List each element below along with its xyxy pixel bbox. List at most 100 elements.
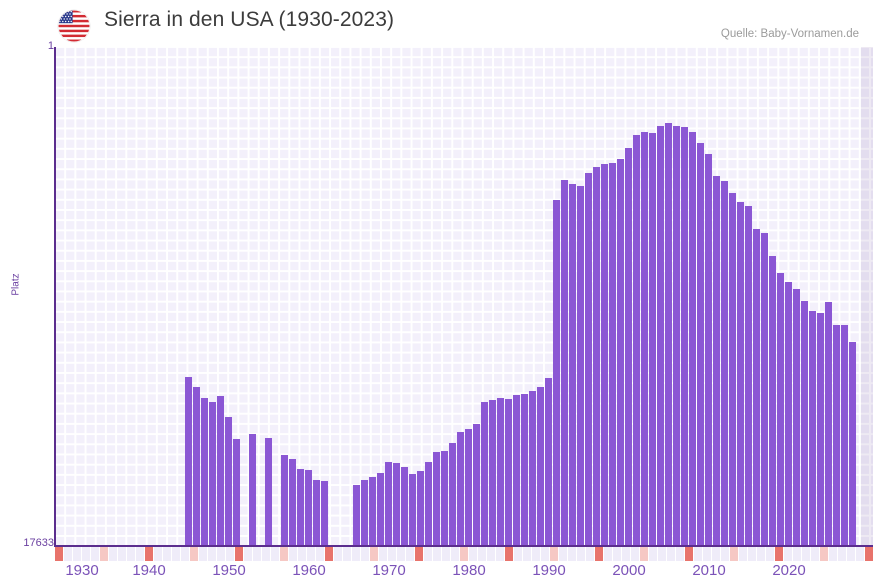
x-tick-swatch-13: [172, 547, 180, 561]
bar-1975[interactable]: [481, 402, 488, 545]
x-tick-swatch-90: [865, 547, 873, 561]
x-tick-swatch-88: [847, 547, 855, 561]
bar-2002[interactable]: [697, 143, 704, 545]
bar-1972[interactable]: [457, 432, 464, 545]
bar-2014[interactable]: [793, 289, 800, 545]
x-tick-swatch-47: [478, 547, 486, 561]
bar-1982[interactable]: [537, 387, 544, 545]
bar-1994[interactable]: [633, 135, 640, 545]
bar-2004[interactable]: [713, 176, 720, 545]
bar-1944[interactable]: [233, 439, 240, 545]
bar-2006[interactable]: [729, 193, 736, 545]
bar-1983[interactable]: [545, 378, 552, 545]
source-attribution: Quelle: Baby-Vornamen.de: [720, 28, 859, 40]
bar-1938[interactable]: [185, 377, 192, 545]
x-tick-swatch-52: [523, 547, 531, 561]
bar-1971[interactable]: [449, 443, 456, 545]
bar-2003[interactable]: [705, 154, 712, 545]
bar-2000[interactable]: [681, 127, 688, 545]
bar-2013[interactable]: [785, 282, 792, 545]
bar-1965[interactable]: [401, 467, 408, 545]
bar-1969[interactable]: [433, 452, 440, 545]
bar-1999[interactable]: [673, 126, 680, 545]
bar-2007[interactable]: [737, 202, 744, 545]
bar-1986[interactable]: [569, 184, 576, 545]
bar-2021[interactable]: [849, 342, 856, 545]
bar-1968[interactable]: [425, 462, 432, 545]
bar-1996[interactable]: [649, 133, 656, 545]
bar-1966[interactable]: [409, 474, 416, 545]
bar-1948[interactable]: [265, 438, 272, 545]
x-tick-swatch-63: [622, 547, 630, 561]
bar-1976[interactable]: [489, 400, 496, 545]
bar-1985[interactable]: [561, 180, 568, 545]
bar-2012[interactable]: [777, 273, 784, 545]
bar-1993[interactable]: [625, 148, 632, 545]
bar-1941[interactable]: [209, 402, 216, 545]
bar-1951[interactable]: [289, 459, 296, 545]
x-tick-swatch-81: [784, 547, 792, 561]
bar-1995[interactable]: [641, 132, 648, 545]
bar-1997[interactable]: [657, 126, 664, 545]
x-tick-swatch-35: [370, 547, 378, 561]
bar-1979[interactable]: [513, 395, 520, 545]
bar-1989[interactable]: [593, 167, 600, 545]
bar-1970[interactable]: [441, 451, 448, 545]
bar-1978[interactable]: [505, 399, 512, 545]
bar-1980[interactable]: [521, 394, 528, 545]
bar-1960[interactable]: [361, 480, 368, 545]
bar-2005[interactable]: [721, 181, 728, 545]
bar-1950[interactable]: [281, 455, 288, 545]
x-tick-label-2020: 2020: [772, 562, 806, 579]
x-tick-swatch-50: [505, 547, 513, 561]
x-axis-tick-swatches: [55, 547, 873, 561]
bar-2015[interactable]: [801, 301, 808, 545]
x-tick-swatch-84: [811, 547, 819, 561]
bar-1952[interactable]: [297, 469, 304, 545]
bar-1984[interactable]: [553, 200, 560, 545]
bar-1974[interactable]: [473, 424, 480, 545]
bar-1973[interactable]: [465, 429, 472, 545]
x-tick-swatch-14: [181, 547, 189, 561]
bar-1981[interactable]: [529, 391, 536, 545]
bar-1998[interactable]: [665, 123, 672, 545]
bar-1955[interactable]: [321, 481, 328, 545]
bar-1991[interactable]: [609, 163, 616, 545]
bar-2011[interactable]: [769, 256, 776, 545]
bar-2008[interactable]: [745, 206, 752, 545]
bar-2020[interactable]: [841, 325, 848, 545]
bar-1987[interactable]: [577, 186, 584, 545]
x-tick-swatch-61: [604, 547, 612, 561]
bar-2017[interactable]: [817, 313, 824, 545]
bar-1992[interactable]: [617, 159, 624, 545]
bar-1953[interactable]: [305, 470, 312, 545]
bar-1942[interactable]: [217, 396, 224, 545]
bar-1977[interactable]: [497, 398, 504, 545]
x-tick-swatch-70: [685, 547, 693, 561]
bar-1962[interactable]: [377, 473, 384, 545]
bar-1943[interactable]: [225, 417, 232, 545]
bar-2001[interactable]: [689, 132, 696, 545]
bar-1963[interactable]: [385, 462, 392, 545]
x-tick-swatch-8: [127, 547, 135, 561]
bar-1967[interactable]: [417, 471, 424, 545]
bar-1959[interactable]: [353, 485, 360, 545]
bar-2018[interactable]: [825, 302, 832, 545]
x-tick-swatch-58: [577, 547, 585, 561]
bar-1961[interactable]: [369, 477, 376, 545]
bar-1988[interactable]: [585, 173, 592, 545]
bar-1939[interactable]: [193, 387, 200, 545]
bar-2016[interactable]: [809, 311, 816, 545]
x-tick-swatch-28: [307, 547, 315, 561]
x-tick-swatch-16: [199, 547, 207, 561]
bar-2010[interactable]: [761, 233, 768, 545]
x-tick-swatch-40: [415, 547, 423, 561]
bar-1940[interactable]: [201, 398, 208, 545]
bar-1964[interactable]: [393, 463, 400, 545]
bar-2019[interactable]: [833, 325, 840, 545]
bar-2009[interactable]: [753, 229, 760, 545]
bar-1946[interactable]: [249, 434, 256, 545]
bar-1954[interactable]: [313, 480, 320, 545]
bar-1990[interactable]: [601, 164, 608, 545]
x-tick-label-2010: 2010: [692, 562, 726, 579]
